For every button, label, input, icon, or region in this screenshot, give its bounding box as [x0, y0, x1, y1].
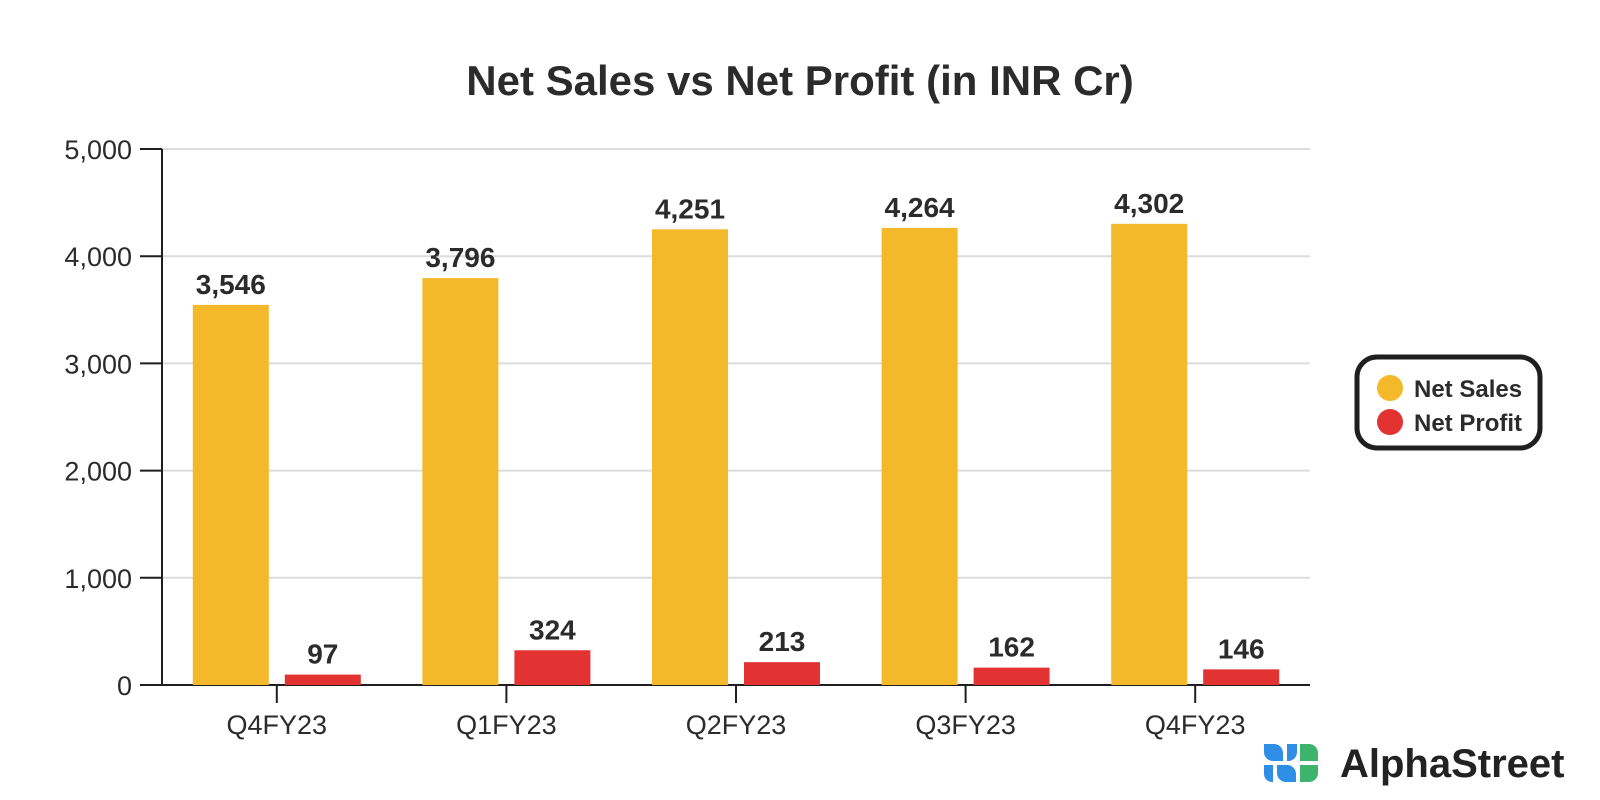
bar-net-profit — [973, 667, 1050, 685]
data-label: 162 — [988, 632, 1035, 663]
x-tick-label: Q1FY23 — [456, 710, 557, 740]
data-label: 4,251 — [655, 193, 725, 224]
legend-label-net-profit: Net Profit — [1414, 410, 1522, 437]
bar-net-sales — [652, 229, 728, 686]
y-tick-label: 4,000 — [64, 242, 132, 272]
bar-net-sales — [422, 278, 499, 685]
bar-net-profit — [1203, 669, 1280, 685]
data-label: 4,302 — [1114, 188, 1184, 219]
y-tick-label: 0 — [117, 671, 132, 701]
chart-title: Net Sales vs Net Profit (in INR Cr) — [466, 57, 1133, 104]
data-label: 4,264 — [885, 192, 955, 223]
legend: Net Sales Net Profit — [1354, 354, 1543, 451]
alphastreet-logo-icon — [1264, 744, 1318, 782]
data-label: 97 — [307, 639, 338, 670]
legend-swatch-net-sales — [1377, 375, 1403, 401]
x-tick-label: Q4FY23 — [227, 710, 328, 740]
bar-net-sales — [192, 304, 269, 685]
bar-net-profit — [514, 650, 591, 685]
bar-net-sales — [1111, 223, 1188, 685]
x-tick-label: Q4FY23 — [1145, 710, 1246, 740]
bars — [192, 223, 1280, 686]
y-tick-label: 1,000 — [64, 564, 132, 594]
x-tick-label: Q3FY23 — [915, 710, 1016, 740]
data-label: 324 — [529, 614, 576, 645]
data-label: 213 — [759, 626, 806, 657]
brand-name: AlphaStreet — [1340, 742, 1565, 786]
bar-net-profit — [284, 674, 361, 685]
data-label: 3,796 — [425, 242, 495, 273]
x-tick-label: Q2FY23 — [686, 710, 787, 740]
legend-swatch-net-profit — [1377, 409, 1403, 435]
y-tick-label: 3,000 — [64, 349, 132, 379]
data-label: 3,546 — [196, 269, 266, 300]
y-tick-label: 2,000 — [64, 457, 132, 487]
data-label: 146 — [1218, 633, 1265, 664]
bar-net-sales — [881, 227, 958, 685]
legend-box — [1354, 354, 1543, 451]
data-labels: 3,546 97 3,796 324 4,251 213 4,264 162 4,302 146 — [196, 188, 1265, 670]
brand-logo: AlphaStreet — [1264, 742, 1565, 786]
bar-net-profit — [744, 662, 820, 685]
y-tick-label: 5,000 — [64, 135, 132, 165]
legend-label-net-sales: Net Sales — [1414, 376, 1522, 403]
